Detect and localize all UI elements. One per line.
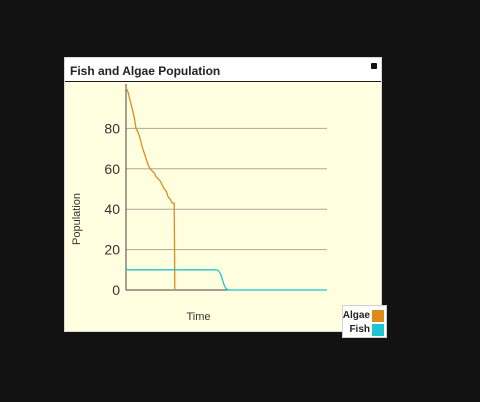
y-tick-label-20: 20 bbox=[104, 242, 120, 258]
chart-panel: Fish and Algae Population 0 20 40 60 80 Popul… bbox=[64, 57, 382, 332]
series-line-algae bbox=[125, 87, 176, 291]
legend-item-algae: Algae bbox=[343, 309, 384, 322]
y-axis-label: Population bbox=[71, 193, 83, 245]
legend-swatch-fish bbox=[372, 323, 384, 336]
legend-swatch-algae bbox=[372, 309, 384, 322]
legend-item-fish: Fish bbox=[349, 323, 384, 336]
legend-label-fish: Fish bbox=[349, 324, 370, 335]
y-tick-label-60: 60 bbox=[104, 161, 120, 177]
y-tick-label-0: 0 bbox=[112, 282, 120, 298]
y-tick-label-80: 80 bbox=[104, 120, 120, 136]
chart-title: Fish and Algae Population bbox=[70, 64, 221, 78]
chart-legend: Algae Fish bbox=[342, 305, 387, 338]
series-line-fish bbox=[126, 269, 327, 291]
chart-titlebar: Fish and Algae Population bbox=[65, 58, 381, 82]
close-icon[interactable] bbox=[371, 63, 377, 69]
y-tick-label-40: 40 bbox=[104, 201, 120, 217]
x-axis-label: Time bbox=[186, 311, 210, 323]
legend-label-algae: Algae bbox=[342, 310, 370, 321]
line-chart: 0 20 40 60 80 Population Time bbox=[71, 84, 327, 323]
